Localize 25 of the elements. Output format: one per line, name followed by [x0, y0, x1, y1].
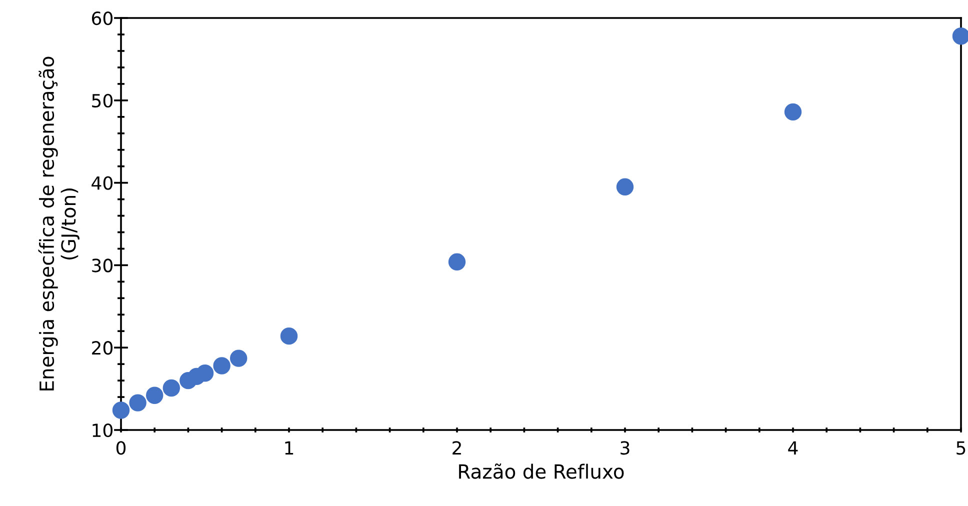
y-tick-label: 20	[92, 341, 113, 355]
point	[280, 327, 298, 345]
x-axis-title: Razão de Refluxo	[459, 463, 624, 479]
point	[784, 103, 802, 121]
x-tick-label: 5	[956, 441, 966, 455]
y-tick-label: 10	[92, 423, 113, 438]
y-tick-label: 50	[92, 94, 113, 108]
y-axis-title: Energia específica de regeneração (GJ/ton)	[38, 56, 80, 390]
point	[213, 357, 230, 374]
point	[230, 350, 248, 367]
x-tick-label: 4	[788, 441, 798, 454]
y-tick-label: 30	[92, 258, 113, 272]
point	[112, 402, 130, 419]
x-tick-label: 2	[452, 441, 461, 454]
point	[129, 394, 146, 412]
y-tick-label: 40	[92, 176, 113, 190]
point	[448, 253, 466, 271]
point	[196, 364, 214, 382]
point	[146, 386, 164, 404]
x-tick-label: 1	[285, 441, 294, 454]
point	[162, 379, 180, 397]
y-tick-label: 60	[92, 11, 113, 26]
x-tick-label: 0	[116, 441, 126, 455]
point	[616, 178, 634, 196]
x-tick-label: 3	[620, 441, 630, 455]
